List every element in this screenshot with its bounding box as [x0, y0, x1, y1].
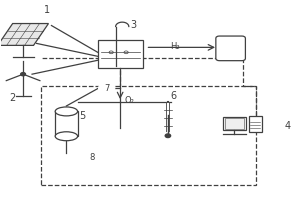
- Circle shape: [21, 73, 26, 76]
- Text: 1: 1: [44, 5, 50, 15]
- Circle shape: [165, 134, 171, 138]
- Ellipse shape: [55, 132, 78, 141]
- Bar: [225, 118, 244, 129]
- Bar: [55, 111, 78, 136]
- Text: O₂: O₂: [124, 96, 134, 105]
- Circle shape: [84, 153, 99, 163]
- FancyBboxPatch shape: [216, 36, 245, 61]
- Bar: [167, 102, 170, 134]
- Text: 7: 7: [104, 84, 110, 93]
- Text: 6: 6: [171, 91, 177, 101]
- Text: 4: 4: [284, 121, 290, 131]
- Bar: [248, 116, 262, 132]
- Polygon shape: [0, 24, 49, 45]
- Text: 8: 8: [89, 153, 94, 162]
- Circle shape: [99, 83, 115, 93]
- Bar: [98, 40, 142, 68]
- Circle shape: [163, 133, 173, 139]
- Text: 2: 2: [10, 93, 16, 103]
- Bar: [41, 86, 256, 185]
- Text: 3: 3: [130, 20, 136, 30]
- Bar: [223, 117, 246, 130]
- Ellipse shape: [55, 107, 78, 116]
- Text: H₂: H₂: [171, 42, 180, 51]
- Text: 5: 5: [80, 111, 86, 121]
